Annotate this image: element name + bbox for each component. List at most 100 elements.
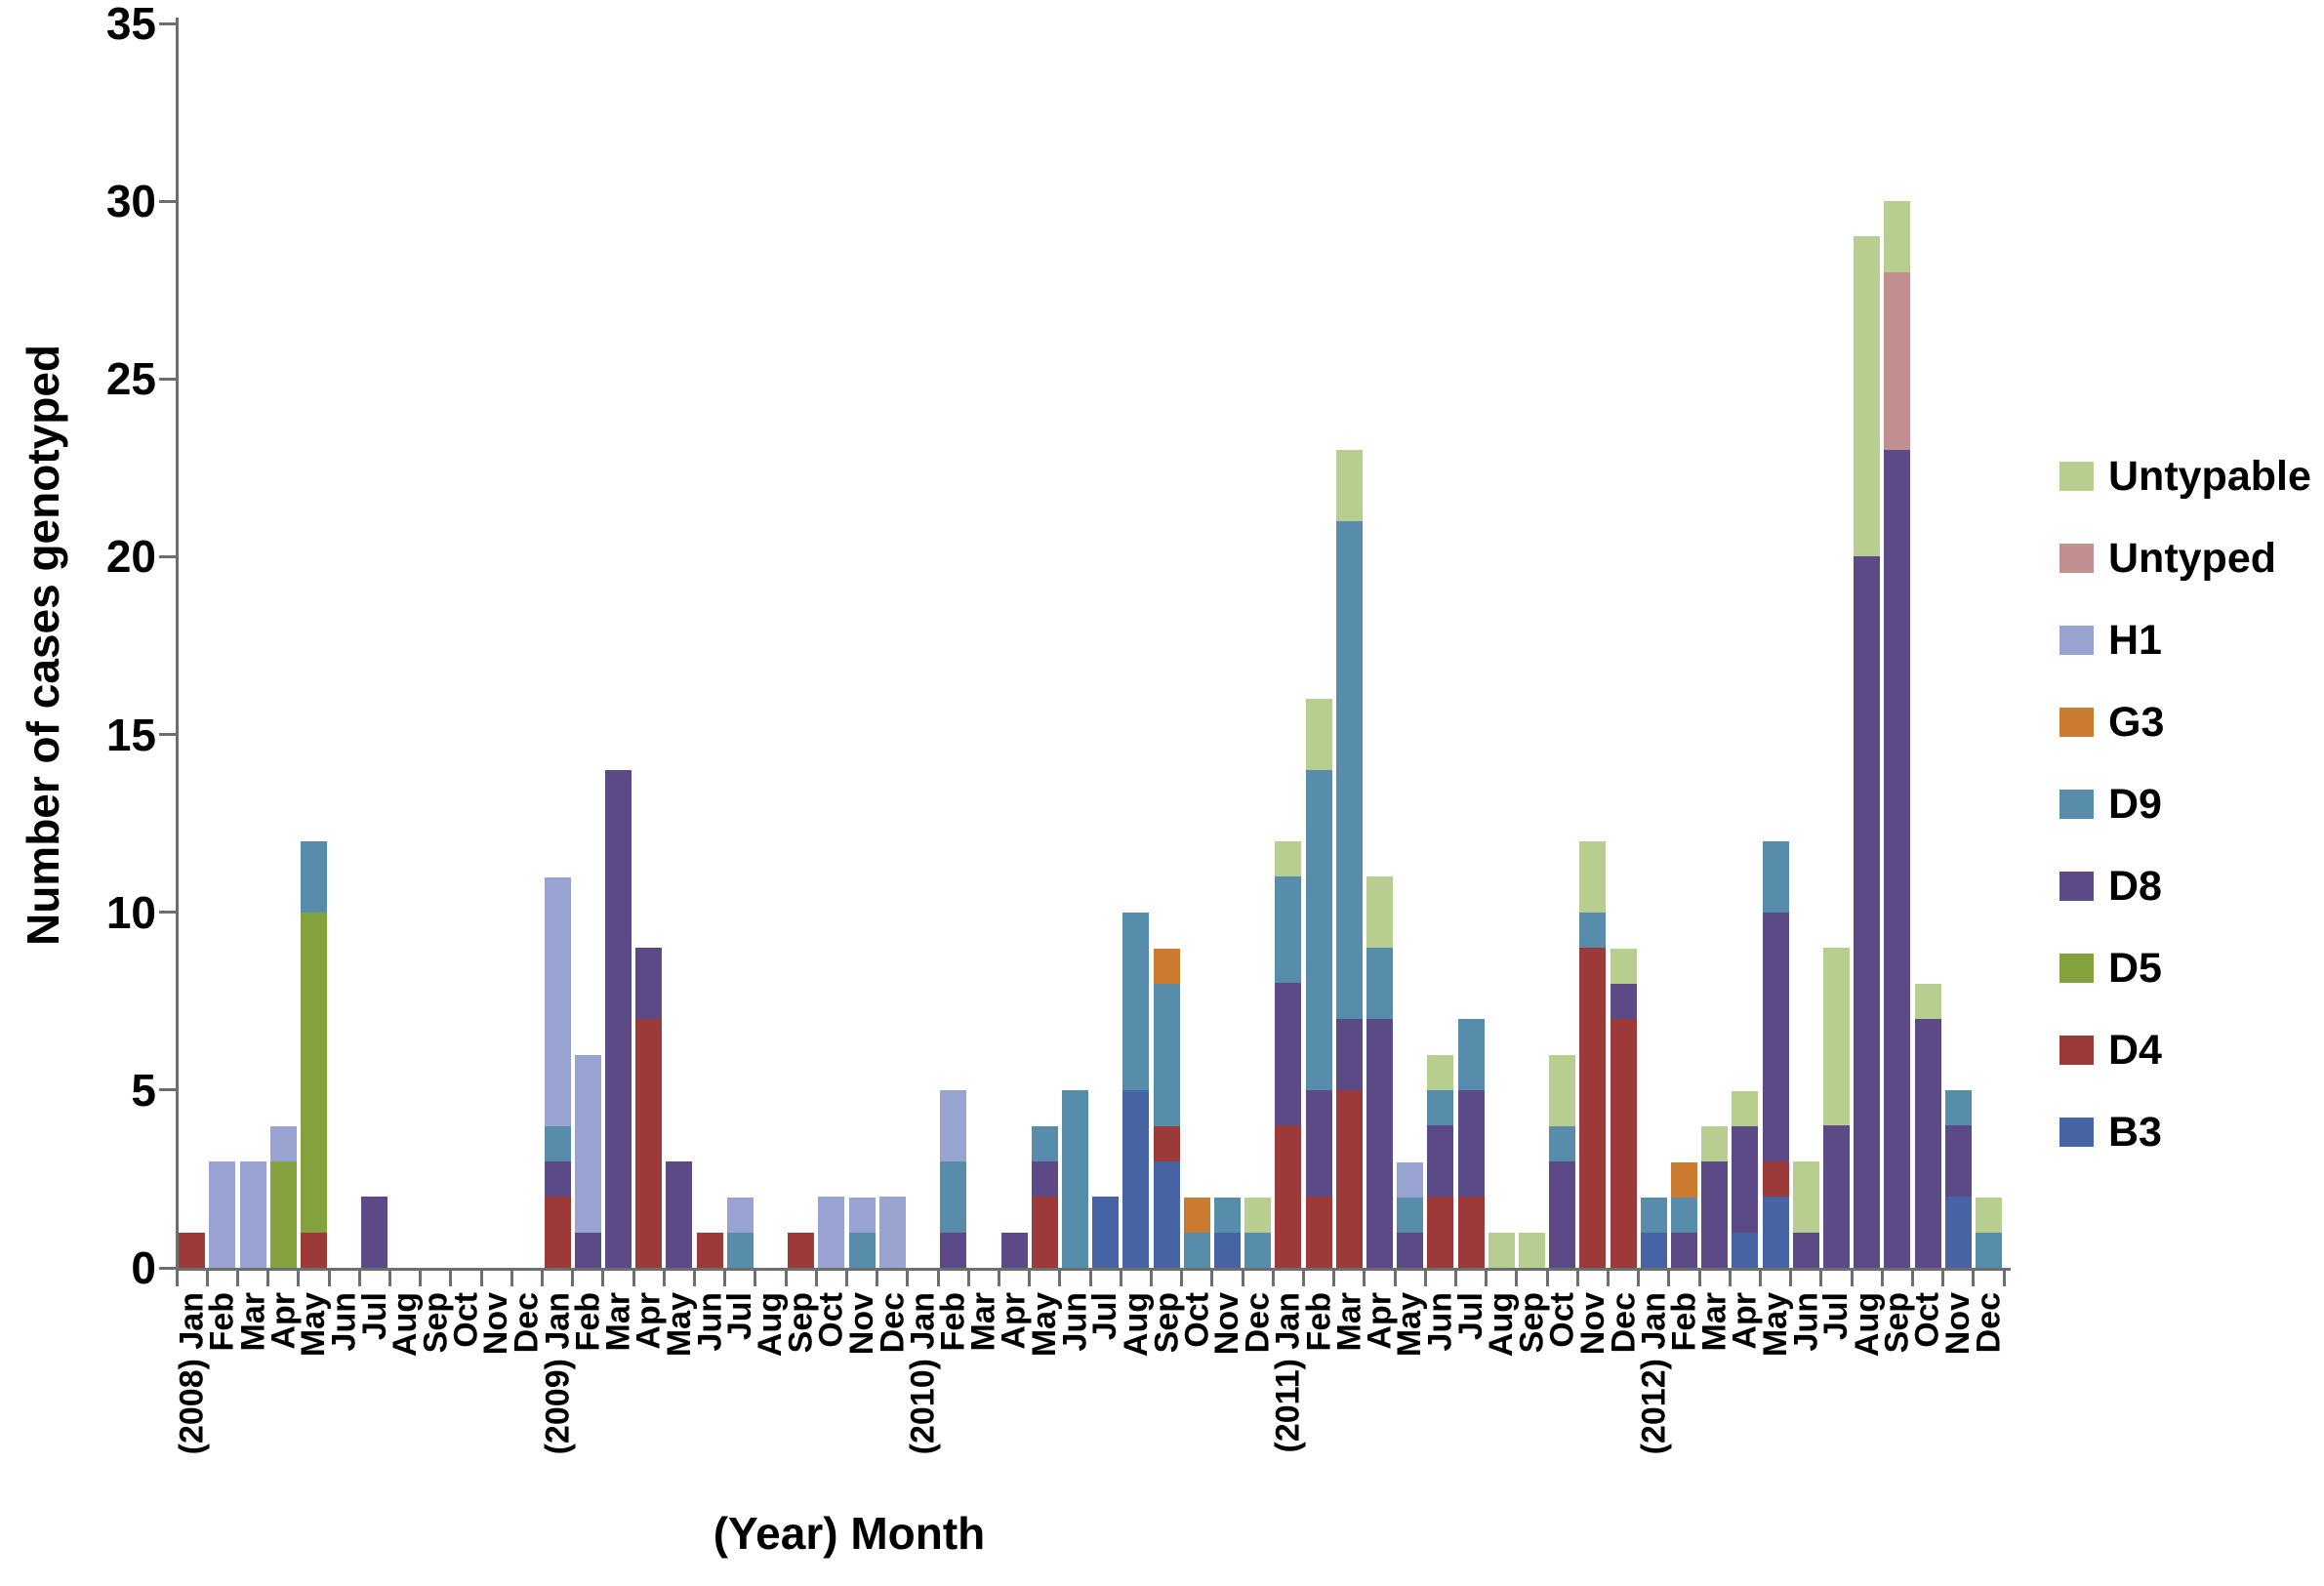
bar-segment-d4 <box>1579 948 1607 1268</box>
x-tick-mark <box>1850 1271 1854 1286</box>
legend-swatch-d9 <box>2059 790 2094 819</box>
x-tick-mark <box>997 1271 1000 1286</box>
x-tick-mark <box>1972 1271 1976 1286</box>
y-tick-label: 5 <box>131 1064 156 1116</box>
legend-swatch-untypable <box>2059 462 2094 491</box>
bar-segment-d9 <box>1305 770 1332 1090</box>
legend-label: G3 <box>2108 699 2165 746</box>
bar-segment-d4 <box>1275 1125 1302 1268</box>
bar-jun <box>1427 1055 1454 1268</box>
bar-sep <box>788 1233 815 1268</box>
bar-segment-untypable <box>1427 1055 1454 1090</box>
bar-segment-b3 <box>1122 1090 1150 1268</box>
y-tick-label: 0 <box>131 1242 156 1293</box>
bar-segment-untypable <box>1854 236 1881 556</box>
bar-segment-d9 <box>1579 913 1607 948</box>
x-tick-mark <box>1880 1271 1884 1286</box>
bar-segment-untypable <box>1610 949 1637 984</box>
legend-swatch-d8 <box>2059 872 2094 901</box>
y-axis-line <box>176 18 179 1271</box>
bar-segment-untypable <box>1914 984 1941 1019</box>
bar-jun <box>1061 1090 1088 1268</box>
bar-segment-g3 <box>1153 949 1180 984</box>
bar-mar <box>1335 450 1363 1268</box>
legend-label: D8 <box>2108 863 2162 910</box>
y-tick-mark <box>159 377 177 381</box>
bar-segment-d8 <box>1366 1019 1393 1268</box>
x-tick-mark <box>1058 1271 1062 1286</box>
y-tick-mark <box>159 199 177 203</box>
x-tick-mark <box>1088 1271 1092 1286</box>
bar-segment-d9 <box>1244 1233 1272 1268</box>
x-tick-mark <box>1119 1271 1122 1286</box>
legend-swatch-untyped <box>2059 544 2094 573</box>
x-tick-mark <box>966 1271 970 1286</box>
bar-segment-d4 <box>544 1197 571 1268</box>
bar-segment-d8 <box>1031 1161 1058 1197</box>
x-tick-mark <box>1941 1271 1945 1286</box>
y-tick-mark <box>159 1266 177 1270</box>
legend-label: D4 <box>2108 1027 2162 1074</box>
bar-nov <box>1213 1198 1241 1268</box>
bar-segment-d8 <box>1732 1126 1759 1233</box>
bar-segment-untypable <box>1275 841 1302 876</box>
bar-segment-d4 <box>1762 1161 1789 1197</box>
bar-segment-d8 <box>1305 1090 1332 1197</box>
y-tick-label: 30 <box>105 176 156 227</box>
legend-swatch-h1 <box>2059 626 2094 655</box>
bar-segment-d9 <box>1549 1126 1576 1161</box>
x-tick-mark <box>387 1271 391 1286</box>
x-tick-mark <box>1453 1271 1457 1286</box>
x-tick-mark <box>632 1271 635 1286</box>
bar-segment-b3 <box>1213 1233 1241 1268</box>
bar-apr <box>1366 876 1393 1268</box>
bar-2011-jan <box>1275 841 1302 1268</box>
bar-oct <box>1914 984 1941 1268</box>
bar-segment-d8 <box>666 1161 693 1268</box>
bar-segment-untypable <box>1579 841 1607 913</box>
bar-segment-d8 <box>574 1233 601 1268</box>
bar-segment-d9 <box>1061 1090 1088 1268</box>
x-tick-mark <box>814 1271 818 1286</box>
legend-swatch-b3 <box>2059 1118 2094 1147</box>
bar-segment-h1 <box>544 877 571 1126</box>
legend-label: B3 <box>2108 1109 2162 1156</box>
bar-segment-d8 <box>1701 1161 1729 1268</box>
bar-segment-d4 <box>1427 1197 1454 1268</box>
bar-segment-d4 <box>1335 1090 1363 1268</box>
x-tick-mark <box>1728 1271 1732 1286</box>
bar-segment-g3 <box>1670 1162 1697 1198</box>
x-tick-mark <box>1789 1271 1793 1286</box>
bar-segment-d9 <box>726 1233 754 1268</box>
bar-segment-h1 <box>574 1055 601 1233</box>
x-tick-mark <box>327 1271 331 1286</box>
bar-segment-d4 <box>1031 1197 1058 1268</box>
bar-segment-d9 <box>1640 1198 1667 1233</box>
bar-segment-h1 <box>239 1161 266 1268</box>
x-tick-mark <box>1423 1271 1427 1286</box>
bar-feb <box>940 1090 967 1268</box>
bar-nov <box>848 1198 876 1268</box>
x-tick-mark <box>175 1271 179 1286</box>
bar-segment-d8 <box>1397 1233 1424 1268</box>
bar-segment-d9 <box>1183 1233 1210 1268</box>
x-tick-mark <box>235 1271 239 1286</box>
bar-segment-d9 <box>1153 984 1180 1126</box>
bar-jul <box>361 1197 388 1268</box>
bar-segment-d4 <box>635 1019 663 1268</box>
bar-segment-untypable <box>1335 450 1363 521</box>
x-tick-mark <box>1180 1271 1184 1286</box>
bar-segment-d8 <box>1914 1019 1941 1268</box>
bar-segment-b3 <box>1640 1233 1667 1268</box>
bar-segment-untypable <box>1732 1091 1759 1126</box>
bar-segment-d8 <box>1822 1125 1850 1268</box>
x-tick-mark <box>844 1271 848 1286</box>
bar-aug <box>1488 1233 1515 1268</box>
bar-segment-d8 <box>940 1233 967 1268</box>
bar-segment-h1 <box>1397 1162 1424 1198</box>
bar-segment-d8 <box>1457 1090 1485 1197</box>
x-tick-mark <box>723 1271 727 1286</box>
bar-segment-d8 <box>1335 1019 1363 1090</box>
bar-feb <box>574 1055 601 1268</box>
